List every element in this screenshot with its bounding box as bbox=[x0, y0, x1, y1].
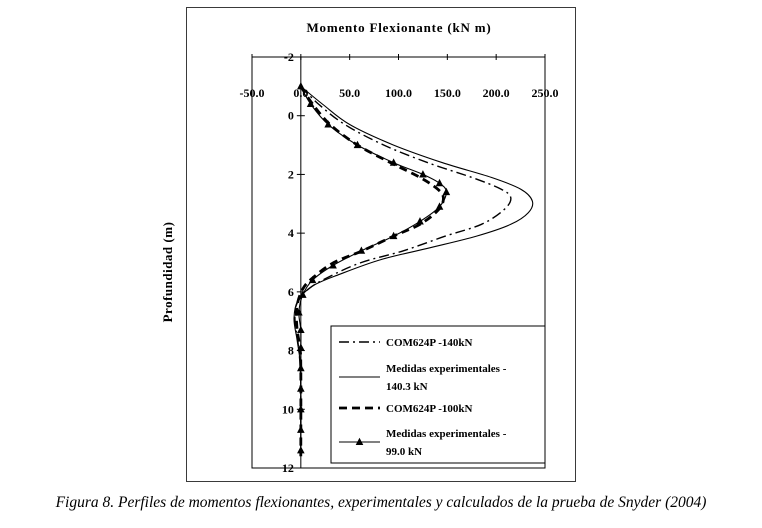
triangle-marker bbox=[297, 404, 305, 413]
triangle-marker bbox=[297, 325, 305, 334]
legend-entry-label: 99.0 kN bbox=[386, 446, 422, 458]
triangle-marker bbox=[306, 99, 315, 108]
series-com624p-100 bbox=[294, 85, 445, 457]
triangle-marker bbox=[297, 343, 305, 351]
triangle-marker bbox=[298, 290, 307, 298]
triangle-marker bbox=[419, 170, 427, 178]
triangle-marker bbox=[324, 120, 332, 128]
triangle-marker bbox=[435, 202, 444, 210]
y-tick-label: 0 bbox=[288, 109, 294, 123]
legend-entry-label: COM624P -100kN bbox=[386, 403, 473, 415]
legend-entry-label: COM624P -140kN bbox=[386, 337, 473, 349]
legend-entry-label: 140.3 kN bbox=[386, 381, 428, 393]
y-tick-label: -2 bbox=[284, 50, 294, 64]
triangle-marker bbox=[357, 246, 366, 254]
y-tick-label: 2 bbox=[288, 167, 294, 181]
x-tick-label: 100.0 bbox=[385, 86, 412, 100]
triangle-marker bbox=[297, 425, 305, 433]
triangle-marker bbox=[297, 446, 305, 454]
series-exp-140 bbox=[293, 85, 534, 457]
triangle-marker bbox=[297, 363, 305, 372]
triangle-marker bbox=[416, 217, 424, 225]
figure-caption: Figura 8. Perfiles de momentos flexionan… bbox=[55, 494, 707, 511]
chart-title: Momento Flexionante (kN m) bbox=[306, 20, 492, 35]
legend-triangle-marker bbox=[355, 437, 364, 446]
y-tick-label: 6 bbox=[288, 285, 294, 299]
triangle-marker bbox=[389, 231, 398, 240]
x-tick-label: -50.0 bbox=[240, 86, 265, 100]
triangle-marker bbox=[329, 261, 337, 269]
triangle-marker bbox=[353, 140, 362, 149]
triangle-marker bbox=[297, 384, 305, 392]
x-tick-label: 150.0 bbox=[434, 86, 461, 100]
y-tick-label: 10 bbox=[282, 402, 294, 416]
legend-entry-label: Medidas experimentales - bbox=[386, 363, 507, 375]
legend-box bbox=[330, 325, 546, 464]
y-tick-label: 8 bbox=[288, 344, 294, 358]
triangle-marker bbox=[297, 82, 305, 90]
legend-entry-label: Medidas experimentales - bbox=[386, 428, 507, 440]
y-tick-label: 4 bbox=[288, 226, 294, 240]
triangle-marker bbox=[389, 158, 398, 166]
triangle-marker bbox=[295, 308, 303, 316]
triangle-marker bbox=[442, 187, 451, 196]
x-tick-label: 250.0 bbox=[532, 86, 559, 100]
x-tick-label: 200.0 bbox=[483, 86, 510, 100]
triangle-marker bbox=[435, 178, 444, 187]
x-tick-label: 50.0 bbox=[339, 86, 360, 100]
y-tick-label: 12 bbox=[282, 461, 294, 475]
triangle-marker bbox=[308, 275, 317, 284]
